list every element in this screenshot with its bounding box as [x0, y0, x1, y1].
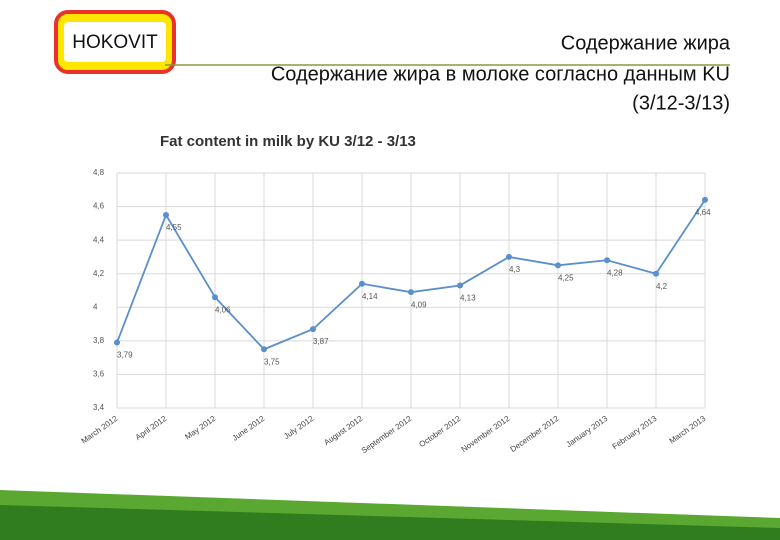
data-point [702, 196, 708, 203]
x-tick-label: September 2012 [360, 414, 414, 456]
data-label: 4,64 [695, 208, 711, 217]
logo-inner [64, 22, 166, 62]
x-tick-label: November 2012 [460, 414, 512, 454]
data-point [310, 326, 316, 333]
data-point [555, 262, 561, 269]
header-title: Содержание жира [561, 32, 731, 54]
data-point [604, 257, 610, 264]
x-tick-label: April 2012 [134, 414, 169, 442]
data-label: 4,3 [509, 265, 521, 274]
header-subtitle: Содержание жира в молоке согласно данным… [271, 63, 730, 85]
header-subtitle: (3/12-3/13) [632, 92, 730, 114]
data-label: 4,55 [166, 223, 182, 232]
data-label: 3,87 [313, 337, 329, 346]
x-tick-label: October 2012 [417, 414, 462, 449]
data-point [653, 270, 659, 277]
y-tick-label: 3,8 [93, 336, 105, 345]
x-tick-label: December 2012 [509, 414, 561, 454]
y-tick-label: 4,8 [93, 168, 105, 177]
data-point [163, 211, 169, 218]
x-tick-label: June 2012 [231, 414, 267, 443]
data-point [261, 346, 267, 353]
y-tick-label: 4,6 [93, 202, 105, 211]
data-label: 4,2 [656, 282, 668, 291]
footer-band [0, 505, 780, 540]
x-tick-label: March 2012 [80, 414, 120, 446]
x-tick-label: January 2013 [564, 414, 609, 449]
y-tick-label: 3,4 [93, 403, 105, 412]
data-point [506, 253, 512, 260]
x-tick-label: March 2013 [668, 414, 708, 446]
plot: 3,4 3,6 3,8 4 4,2 4,4 4,6 4,8 March 2012 April 20… [80, 168, 712, 455]
data-label: 3,75 [264, 357, 280, 366]
data-point [212, 294, 218, 301]
x-tick-label: August 2012 [322, 414, 364, 447]
data-point [359, 280, 365, 287]
x-tick-label: July 2012 [282, 414, 316, 441]
data-point [114, 339, 120, 346]
data-point [457, 282, 463, 289]
data-label: 4,13 [460, 294, 476, 303]
data-label: 4,09 [411, 300, 427, 309]
logo-text: HOKOVIT [72, 32, 158, 53]
x-tick-label: May 2012 [183, 414, 217, 442]
y-tick-label: 4,4 [93, 235, 105, 244]
data-point [408, 289, 414, 296]
data-label: 4,28 [607, 268, 623, 277]
y-tick-label: 4 [93, 302, 98, 311]
chart-title: Fat content in milk by KU 3/12 - 3/13 [160, 133, 416, 150]
data-label: 4,25 [558, 273, 574, 282]
data-label: 4,14 [362, 292, 378, 301]
data-label: 4,06 [215, 305, 231, 314]
y-tick-label: 3,6 [93, 370, 105, 379]
y-tick-label: 4,2 [93, 269, 105, 278]
x-tick-label: February 2013 [611, 414, 659, 452]
data-label: 3,79 [117, 351, 133, 360]
